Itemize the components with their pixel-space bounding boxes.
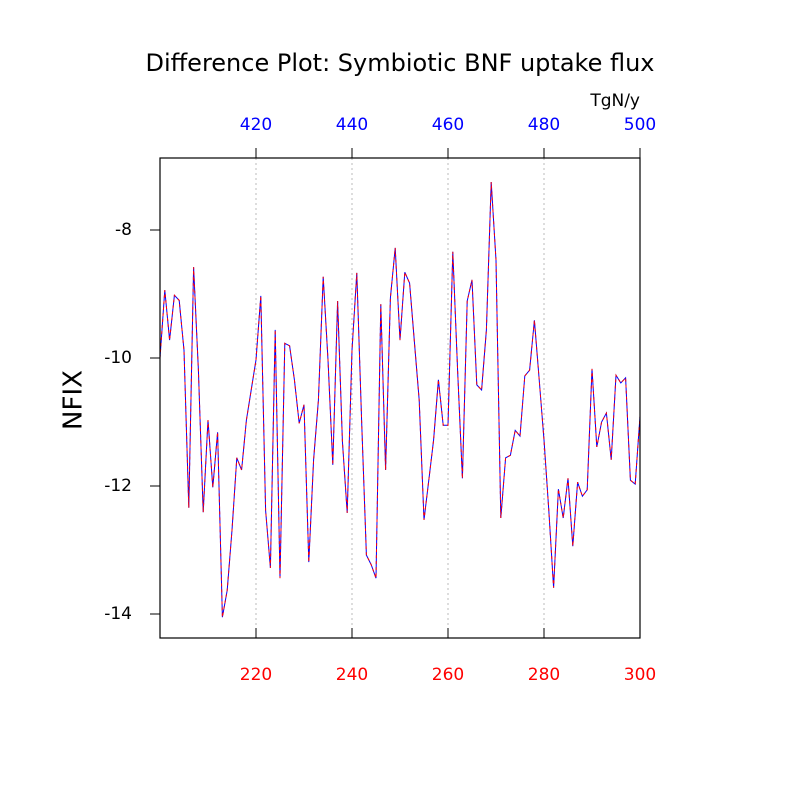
x-tick-label: 280 [528, 665, 560, 685]
x2-tick-label: 440 [336, 115, 368, 135]
x2-tick-label: 480 [528, 115, 560, 135]
x-tick-label: 300 [624, 665, 656, 685]
y-tick-label: -12 [104, 476, 132, 496]
y-tick-label: -10 [104, 348, 132, 368]
units-label: TgN/y [589, 91, 640, 111]
x2-tick-label: 420 [240, 115, 272, 135]
x2-tick-label: 500 [624, 115, 656, 135]
x2-tick-label: 460 [432, 115, 464, 135]
x-tick-label: 220 [240, 665, 272, 685]
x-tick-label: 240 [336, 665, 368, 685]
chart-title: Difference Plot: Symbiotic BNF uptake fl… [146, 49, 655, 77]
y-axis-label: NFIX [59, 370, 89, 430]
plot-frame [159, 157, 641, 639]
y-tick-label: -8 [115, 220, 132, 240]
series-line [159, 181, 641, 618]
x-tick-label: 260 [432, 665, 464, 685]
y-tick-label: -14 [104, 604, 132, 624]
